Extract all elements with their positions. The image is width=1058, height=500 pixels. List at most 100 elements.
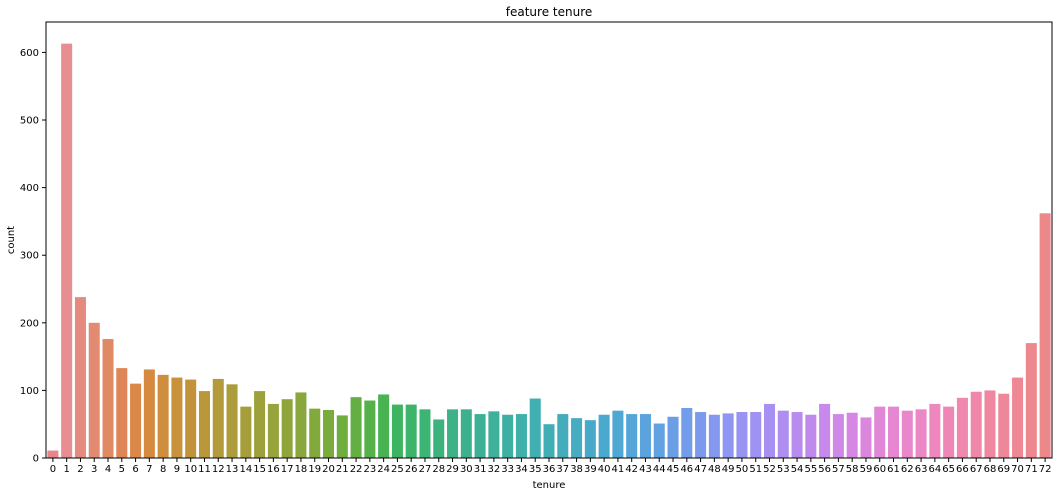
- bar-55: [805, 414, 817, 458]
- x-tick-label-34: 34: [515, 464, 528, 475]
- bar-48: [708, 414, 720, 458]
- bar-68: [984, 390, 996, 458]
- x-tick-label-39: 39: [584, 464, 597, 475]
- bar-36: [543, 424, 555, 458]
- bar-26: [405, 404, 417, 458]
- x-tick-label-26: 26: [405, 464, 418, 475]
- x-tick-label-50: 50: [736, 464, 749, 475]
- x-tick-label-12: 12: [212, 464, 225, 475]
- bar-15: [254, 391, 266, 458]
- bar-43: [639, 414, 651, 458]
- x-tick-label-56: 56: [818, 464, 831, 475]
- x-tick-label-72: 72: [1039, 464, 1052, 475]
- bar-9: [171, 377, 183, 458]
- x-tick-label-19: 19: [308, 464, 321, 475]
- bar-33: [502, 414, 514, 458]
- bar-14: [240, 406, 252, 458]
- bar-59: [860, 417, 872, 458]
- x-tick-label-29: 29: [446, 464, 459, 475]
- bar-47: [695, 412, 707, 458]
- bar-38: [571, 418, 583, 458]
- x-tick-label-64: 64: [928, 464, 941, 475]
- x-tick-label-33: 33: [501, 464, 514, 475]
- bar-51: [750, 412, 762, 458]
- x-tick-label-46: 46: [680, 464, 693, 475]
- bar-30: [460, 409, 472, 458]
- y-tick-label: 100: [20, 386, 39, 397]
- x-tick-label-67: 67: [970, 464, 983, 475]
- bar-27: [419, 409, 431, 458]
- x-tick-label-38: 38: [570, 464, 583, 475]
- bar-41: [612, 410, 624, 458]
- x-tick-label-49: 49: [722, 464, 735, 475]
- x-axis: 0 1 2 3 4 5 6 7 8 9 10 11 12 13 14 15 16 17 18 19 20 21 22 23 24…: [50, 458, 1052, 475]
- y-tick-label: 600: [20, 48, 39, 59]
- x-tick-label-10: 10: [184, 464, 197, 475]
- x-tick-label-40: 40: [598, 464, 611, 475]
- bar-22: [350, 397, 362, 458]
- bar-66: [956, 397, 968, 458]
- bar-44: [653, 423, 665, 458]
- x-tick-label-41: 41: [612, 464, 625, 475]
- bar-71: [1025, 343, 1037, 458]
- x-tick-label-59: 59: [860, 464, 873, 475]
- bar-64: [929, 403, 941, 458]
- x-tick-label-27: 27: [419, 464, 432, 475]
- x-tick-label-45: 45: [667, 464, 680, 475]
- chart-title: feature tenure: [506, 5, 593, 19]
- y-tick-label: 400: [20, 183, 39, 194]
- x-tick-label-7: 7: [146, 464, 152, 475]
- bar-65: [943, 406, 955, 458]
- x-tick-label-57: 57: [832, 464, 845, 475]
- x-tick-label-42: 42: [625, 464, 638, 475]
- bar-25: [391, 404, 403, 458]
- bar-57: [832, 414, 844, 458]
- x-tick-label-65: 65: [942, 464, 955, 475]
- bar-35: [529, 398, 541, 458]
- x-tick-label-61: 61: [887, 464, 900, 475]
- bar-42: [626, 414, 638, 458]
- bar-17: [281, 399, 293, 458]
- bar-40: [598, 414, 610, 458]
- bar-46: [681, 407, 693, 458]
- bar-6: [130, 383, 142, 458]
- bar-24: [378, 394, 390, 458]
- x-tick-label-48: 48: [708, 464, 721, 475]
- bars-layer: [47, 43, 1051, 458]
- bar-23: [364, 400, 376, 458]
- x-tick-label-17: 17: [281, 464, 294, 475]
- x-tick-label-23: 23: [363, 464, 376, 475]
- x-tick-label-69: 69: [997, 464, 1010, 475]
- bar-8: [157, 374, 169, 458]
- x-tick-label-43: 43: [639, 464, 652, 475]
- x-tick-label-14: 14: [239, 464, 252, 475]
- x-tick-label-5: 5: [119, 464, 125, 475]
- x-tick-label-63: 63: [915, 464, 928, 475]
- bar-7: [143, 369, 155, 458]
- bar-18: [295, 392, 307, 458]
- bar-60: [874, 406, 886, 458]
- x-tick-label-32: 32: [488, 464, 501, 475]
- x-tick-label-51: 51: [749, 464, 762, 475]
- bar-12: [212, 378, 224, 458]
- bar-1: [61, 43, 73, 458]
- x-tick-label-30: 30: [460, 464, 473, 475]
- bar-13: [226, 384, 238, 458]
- bar-67: [970, 391, 982, 458]
- bar-54: [791, 412, 803, 458]
- x-tick-label-47: 47: [694, 464, 707, 475]
- x-axis-title: tenure: [533, 480, 566, 491]
- x-tick-label-62: 62: [901, 464, 914, 475]
- y-axis-title: count: [6, 226, 17, 254]
- bar-19: [309, 408, 321, 458]
- x-tick-label-21: 21: [336, 464, 349, 475]
- bar-4: [102, 339, 114, 458]
- x-tick-label-16: 16: [267, 464, 280, 475]
- x-tick-label-3: 3: [91, 464, 97, 475]
- y-tick-label: 200: [20, 318, 39, 329]
- bar-29: [447, 409, 459, 458]
- x-tick-label-52: 52: [763, 464, 776, 475]
- bar-32: [488, 411, 500, 458]
- bar-53: [777, 410, 789, 458]
